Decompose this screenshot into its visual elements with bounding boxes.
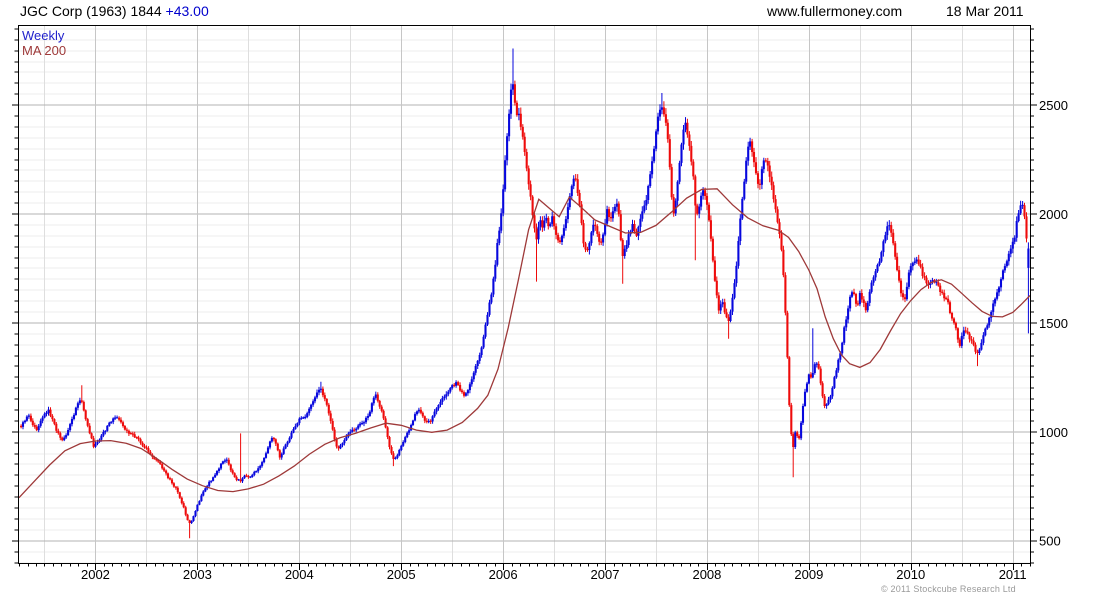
chart-title: JGC Corp (1963) 1844 +43.00 [20,3,209,19]
gridlines [18,25,1030,564]
x-axis-tick-label: 2004 [285,567,314,582]
x-axis-tick-label: 2003 [183,567,212,582]
plot-frame [18,25,1031,564]
copyright-label: © 2011 Stockcube Research Ltd [881,584,1016,594]
x-axis-tick-label: 2010 [896,567,925,582]
x-axis-tick-label: 2009 [794,567,823,582]
x-axis-tick-label: 2011 [999,567,1027,582]
y-axis-tick-label: 500 [1039,534,1061,549]
y-axis-tick-label: 1000 [1039,425,1068,440]
instrument-price-label: JGC Corp (1963) 1844 [20,3,166,19]
x-axis-tick-label: 2005 [387,567,416,582]
website-label: www.fullermoney.com [767,3,903,19]
y-axis-tick-label: 1500 [1039,316,1068,331]
up-week-bodies [21,84,1030,523]
up-week-wicks [22,48,1029,524]
date-label: 18 Mar 2011 [946,3,1024,19]
ma-200-line [18,188,1031,499]
price-change-label: +43.00 [165,3,209,19]
down-week-bodies [20,84,1028,523]
y-axis-tick-label: 2000 [1039,207,1068,222]
y-axis-tick-label: 2500 [1039,98,1068,113]
x-axis-tick-label: 2007 [591,567,620,582]
axis-labels: 500 1000 1500 2000 2500 2002 2003 2004 2005 2006 2… [81,98,1068,582]
x-axis-tick-label: 2008 [692,567,721,582]
weekly-candles [20,48,1030,539]
x-axis-tick-label: 2002 [81,567,110,582]
axis-ticks [12,28,1037,570]
legend-weekly-label: Weekly [22,28,65,43]
legend-ma-label: MA 200 [22,43,67,58]
x-axis-tick-label: 2006 [489,567,518,582]
